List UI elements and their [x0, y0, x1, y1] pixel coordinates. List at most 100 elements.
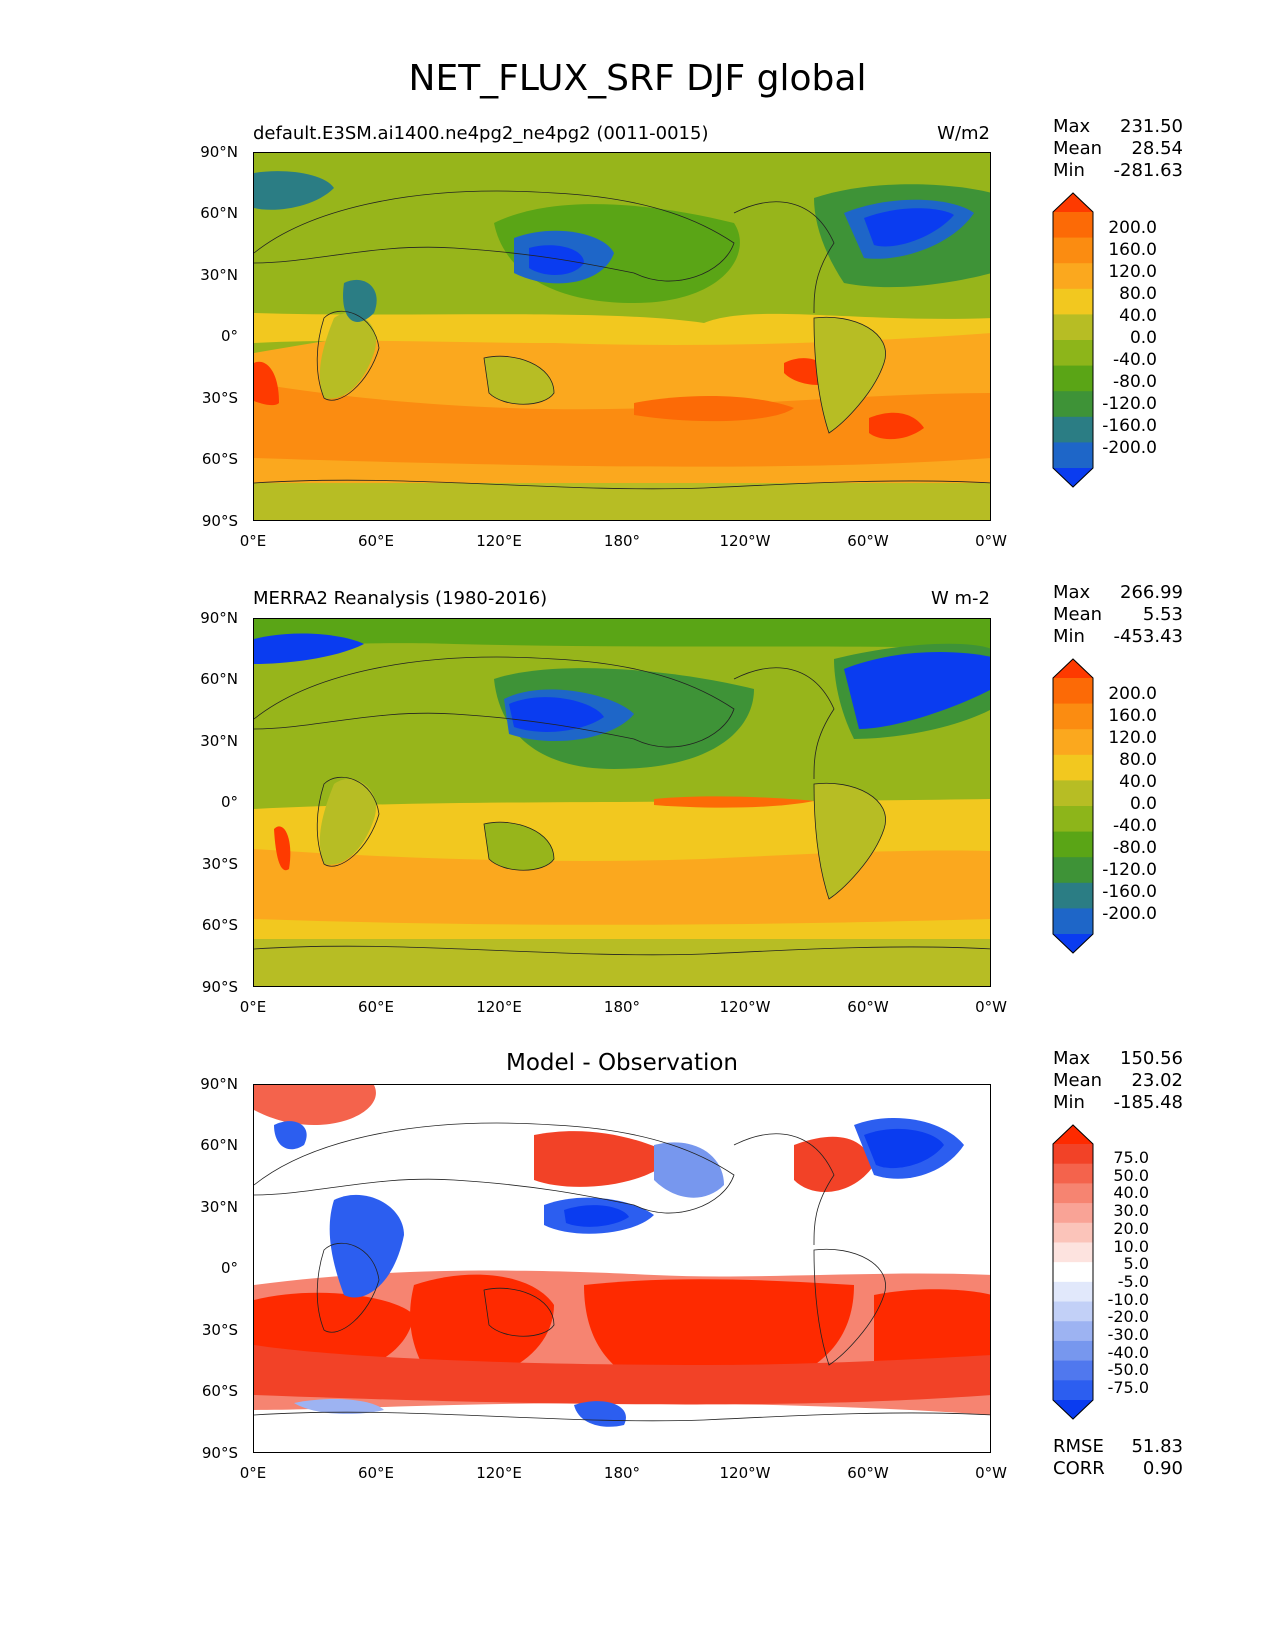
cb3-label: -50.0	[1107, 1360, 1149, 1380]
cb3-label: 5.0	[1123, 1254, 1149, 1274]
colorbar-extend-high	[1053, 659, 1093, 678]
colorbar-swatch	[1053, 882, 1093, 909]
cb2-label: 120.0	[1108, 728, 1157, 748]
p1-ytick-90s: 90°S	[201, 512, 238, 530]
p2-ytick-30s: 30°S	[201, 855, 238, 873]
panel3-title: Model - Observation	[505, 1050, 739, 1076]
cb3-label: 50.0	[1113, 1165, 1149, 1185]
cb1-label: -120.0	[1102, 394, 1157, 414]
cb3-label: 40.0	[1113, 1183, 1149, 1203]
cb2-label: -80.0	[1113, 838, 1157, 858]
colorbar-swatch	[1053, 237, 1093, 264]
p1-xtick-60w: 60°W	[847, 532, 889, 550]
colorbar-outline	[1052, 1124, 1094, 1420]
p3-xtick-60e: 60°E	[357, 1464, 395, 1482]
colorbar-swatch	[1053, 263, 1093, 290]
p1-xtick-60e: 60°E	[357, 532, 395, 550]
colorbar-swatch	[1053, 1144, 1093, 1165]
stat-min-label: Min	[1053, 626, 1085, 647]
p3-ytick-0: 0°	[220, 1259, 238, 1277]
p2-ytick-60n: 60°N	[200, 670, 238, 688]
colorbar-swatch	[1053, 1340, 1093, 1362]
p3-ytick-30s: 30°S	[201, 1321, 238, 1339]
stat-max-label: Max	[1053, 116, 1091, 137]
panel3-rmse-corr: RMSE 51.83 CORR 0.90	[1053, 1436, 1183, 1480]
colorbar-extend-high	[1053, 193, 1093, 212]
cb1-label: -160.0	[1102, 416, 1157, 436]
colorbar-extend-high	[1053, 1125, 1093, 1144]
stat-min: -281.63	[1113, 160, 1183, 181]
p2-xtick-60w: 60°W	[847, 998, 889, 1016]
panel3-difference-map	[253, 1084, 991, 1453]
p1-ytick-60n: 60°N	[200, 204, 238, 222]
figure-title: NET_FLUX_SRF DJF global	[408, 58, 867, 99]
p3-ytick-60s: 60°S	[201, 1382, 238, 1400]
colorbar-swatch	[1053, 391, 1093, 418]
colorbar-swatch	[1053, 442, 1093, 469]
p1-ytick-90n: 90°N	[200, 143, 238, 161]
colorbar-swatch	[1053, 806, 1093, 833]
cb1-label: 200.0	[1108, 218, 1157, 238]
p3-xtick-120e: 120°E	[476, 1464, 522, 1482]
colorbar-swatch	[1053, 703, 1093, 730]
colorbar-extend-low	[1053, 468, 1093, 487]
colorbar-outline	[1052, 658, 1094, 954]
stat-max: 266.99	[1120, 582, 1183, 603]
cb2-label: -40.0	[1113, 816, 1157, 836]
stat-max-label: Max	[1053, 1048, 1091, 1069]
stat-max-label: Max	[1053, 582, 1091, 603]
colorbar-swatch	[1053, 212, 1093, 239]
stat-max: 150.56	[1120, 1048, 1183, 1069]
p3-xtick-0e: 0°E	[239, 1464, 267, 1482]
cb3-label: -10.0	[1107, 1289, 1149, 1309]
p1-ytick-30n: 30°N	[200, 266, 238, 284]
corr-value: 0.90	[1142, 1458, 1183, 1479]
cb1-label: -200.0	[1102, 438, 1157, 458]
colorbar-swatch	[1053, 340, 1093, 367]
colorbar-swatch	[1053, 1183, 1093, 1204]
stat-mean-label: Mean	[1053, 604, 1103, 625]
panel2-stats: Max 266.99 Mean 5.53 Min -453.43	[1053, 582, 1183, 648]
stat-min-label: Min	[1053, 160, 1085, 181]
p2-ytick-90s: 90°S	[201, 978, 238, 996]
colorbar-swatch	[1053, 314, 1093, 341]
stat-mean-label: Mean	[1053, 1070, 1103, 1091]
colorbar-swatch	[1053, 1163, 1093, 1184]
cb3-label: -20.0	[1107, 1307, 1149, 1327]
p1-xtick-120e: 120°E	[476, 532, 522, 550]
colorbar-swatch	[1053, 1262, 1093, 1283]
colorbar-swatch	[1053, 1242, 1093, 1263]
colorbar-swatch	[1053, 288, 1093, 315]
p2-ytick-90n: 90°N	[200, 609, 238, 627]
panel3-colorbar	[1052, 1124, 1094, 1420]
p3-ytick-90n: 90°N	[200, 1075, 238, 1093]
p1-ytick-0: 0°	[220, 327, 238, 345]
p1-ytick-60s: 60°S	[201, 450, 238, 468]
p2-xtick-0e: 0°E	[239, 998, 267, 1016]
p2-xtick-60e: 60°E	[357, 998, 395, 1016]
colorbar-swatch	[1053, 1360, 1093, 1381]
p2-xtick-120w: 120°W	[719, 998, 771, 1016]
cb1-label: 120.0	[1108, 262, 1157, 282]
colorbar-swatch	[1053, 1380, 1093, 1401]
cb3-label: 20.0	[1113, 1218, 1149, 1238]
p2-xtick-120e: 120°E	[476, 998, 522, 1016]
colorbar-swatch	[1053, 1222, 1093, 1243]
cb3-label: -40.0	[1107, 1342, 1149, 1362]
panel1-units: W/m2	[937, 123, 990, 144]
p1-ytick-30s: 30°S	[201, 389, 238, 407]
cb2-label: 40.0	[1119, 772, 1157, 792]
cb1-label: -80.0	[1113, 372, 1157, 392]
p2-xtick-180: 180°	[603, 998, 641, 1016]
p3-ytick-60n: 60°N	[200, 1136, 238, 1154]
p2-ytick-60s: 60°S	[201, 916, 238, 934]
cb1-label: 40.0	[1119, 306, 1157, 326]
p3-xtick-180: 180°	[603, 1464, 641, 1482]
panel2-colorbar	[1052, 658, 1094, 954]
stat-mean: 5.53	[1142, 604, 1183, 625]
stat-mean: 28.54	[1131, 138, 1183, 159]
colorbar-swatch	[1053, 365, 1093, 392]
cb2-label: 200.0	[1108, 684, 1157, 704]
cb3-label: -30.0	[1107, 1325, 1149, 1344]
cb3-label: 10.0	[1113, 1236, 1149, 1256]
